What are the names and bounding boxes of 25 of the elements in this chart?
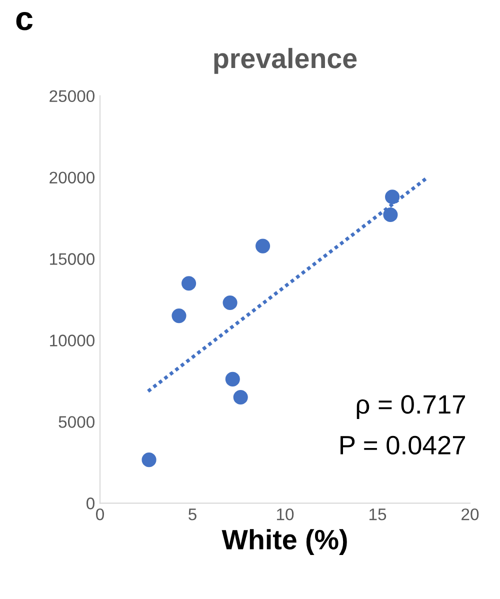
point — [385, 190, 400, 204]
point — [225, 372, 240, 386]
y-tick-label: 10000 — [50, 334, 94, 346]
chart-title: prevalence — [214, 48, 357, 74]
x-tick-label: 20 — [462, 508, 479, 520]
text: c — [16, 12, 33, 30]
annotation: P = 0.0427 — [340, 436, 465, 455]
y-tick-label: 20000 — [50, 172, 94, 184]
x-tick-label: 5 — [188, 508, 196, 520]
x-tick-label: 15 — [370, 508, 386, 520]
y-tick-label: 5000 — [58, 416, 94, 428]
y-tick-label: 15000 — [50, 253, 94, 265]
point — [222, 295, 238, 310]
annotation: ρ = 0.717 — [356, 395, 465, 420]
y-tick-label: 0 — [86, 498, 94, 510]
x-tick-label: 0 — [96, 508, 104, 520]
point — [233, 390, 248, 405]
y-tick-label: 25000 — [50, 90, 94, 102]
point — [172, 308, 186, 324]
x-tick-label: 10 — [277, 508, 294, 520]
point — [142, 452, 156, 468]
x-axis-title: White (%) — [222, 529, 347, 556]
point — [256, 238, 270, 254]
point — [383, 207, 398, 222]
point — [182, 276, 196, 291]
